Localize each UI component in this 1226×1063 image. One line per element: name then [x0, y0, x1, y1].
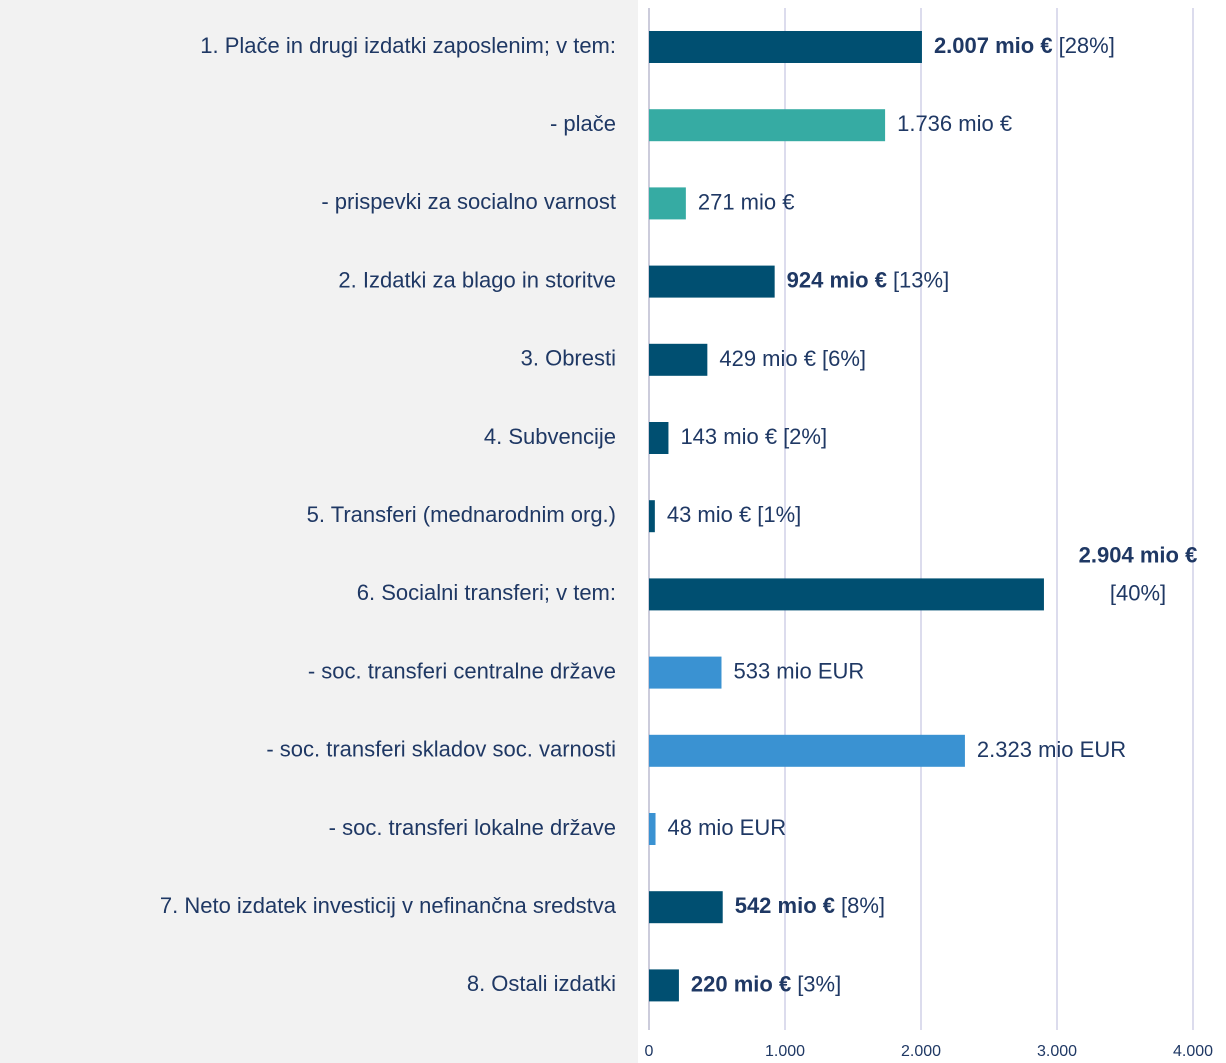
value-label: 2.007 mio € [28%]: [934, 33, 1115, 58]
value-label: 542 mio € [8%]: [735, 893, 885, 918]
category-label: 6. Socialni transferi; v tem:: [357, 580, 616, 605]
value-label: 2.904 mio € [40%]: [1079, 542, 1198, 605]
plot-area: [638, 0, 1226, 1063]
bar: [649, 31, 922, 63]
bar: [649, 656, 722, 689]
category-label: - soc. transferi skladov soc. varnosti: [266, 737, 616, 762]
category-label: - soc. transferi lokalne države: [329, 815, 616, 840]
value-label: 533 mio EUR: [733, 658, 864, 683]
category-label: - plače: [550, 111, 616, 136]
category-label: 5. Transferi (mednarodnim org.): [307, 502, 616, 527]
value-text: 533 mio EUR: [733, 658, 864, 683]
value-label: 1.736 mio €: [897, 111, 1012, 136]
x-tick-label: 4.000: [1173, 1043, 1213, 1060]
value-label: 2.323 mio EUR: [977, 737, 1126, 762]
category-label: 4. Subvencije: [484, 424, 616, 449]
value-text: 143 mio €: [680, 424, 777, 449]
bar: [649, 265, 775, 298]
share-text: [28%]: [1059, 33, 1115, 58]
share-text: [1%]: [757, 502, 801, 527]
bar: [649, 500, 655, 533]
share-text: [6%]: [822, 346, 866, 371]
share-text: [8%]: [841, 893, 885, 918]
bar: [649, 343, 708, 376]
share-text: [13%]: [893, 267, 949, 292]
x-tick-label: 3.000: [1037, 1043, 1077, 1060]
value-label: 271 mio €: [698, 189, 795, 214]
value-text: 43 mio €: [667, 502, 751, 527]
label-panel: [0, 0, 638, 1063]
x-tick-label: 2.000: [901, 1043, 941, 1060]
share-text: [40%]: [1110, 580, 1166, 605]
category-label: - soc. transferi centralne države: [308, 658, 616, 683]
value-label: 429 mio € [6%]: [719, 346, 866, 371]
value-text: 48 mio EUR: [668, 815, 787, 840]
value-label: 143 mio € [2%]: [680, 424, 827, 449]
value-label: 43 mio € [1%]: [667, 502, 801, 527]
bar: [649, 734, 965, 767]
bar: [649, 891, 723, 924]
value-label: 48 mio EUR: [668, 815, 787, 840]
category-label: 2. Izdatki za blago in storitve: [338, 267, 616, 292]
value-text: 220 mio €: [691, 971, 791, 996]
value-text: 429 mio €: [719, 346, 816, 371]
share-text: [2%]: [783, 424, 827, 449]
value-text: 924 mio €: [787, 267, 887, 292]
bar: [649, 969, 679, 1002]
value-text: 2.007 mio €: [934, 33, 1053, 58]
value-text: 1.736 mio €: [897, 111, 1012, 136]
bar: [649, 422, 669, 454]
value-text: 2.904 mio €: [1079, 542, 1198, 567]
category-label: 8. Ostali izdatki: [467, 971, 616, 996]
value-text: 2.323 mio EUR: [977, 737, 1126, 762]
bar: [649, 187, 686, 220]
category-label: 3. Obresti: [521, 346, 616, 371]
bar: [649, 109, 886, 142]
category-label: - prispevki za socialno varnost: [321, 189, 616, 214]
value-label: 924 mio € [13%]: [787, 267, 950, 292]
share-text: [3%]: [797, 971, 841, 996]
x-tick-label: 0: [645, 1043, 654, 1060]
bar: [649, 813, 656, 845]
category-label: 1. Plače in drugi izdatki zaposlenim; v …: [200, 33, 616, 58]
x-tick-label: 1.000: [765, 1043, 805, 1060]
category-label: 7. Neto izdatek investicij v nefinančna …: [160, 893, 617, 918]
value-text: 542 mio €: [735, 893, 835, 918]
value-text: 271 mio €: [698, 189, 795, 214]
value-label: 220 mio € [3%]: [691, 971, 841, 996]
bar: [649, 578, 1044, 611]
